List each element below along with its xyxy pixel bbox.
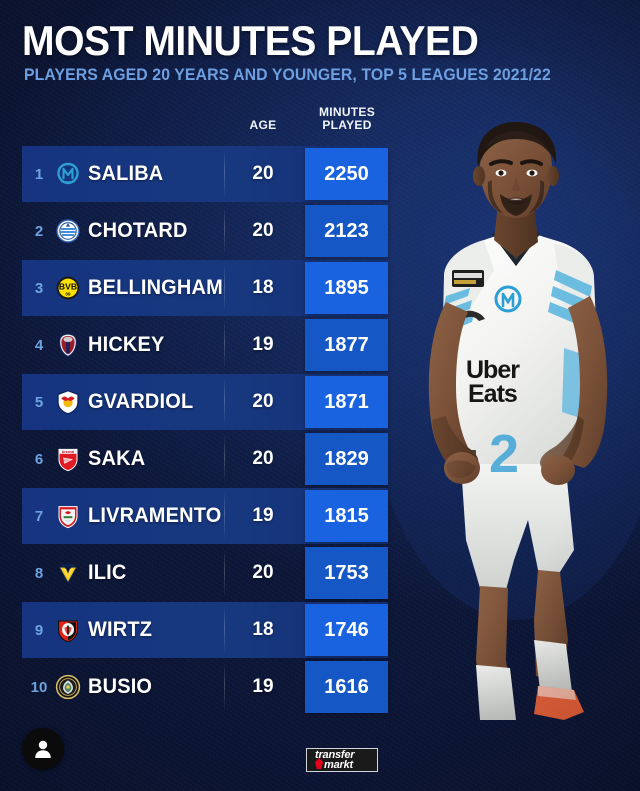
rank-number: 10 [30, 678, 48, 696]
row-divider [224, 207, 225, 255]
arsenal-badge: Arsenal [54, 445, 82, 473]
table-row: 8 ILIC 20 1753 [0, 545, 640, 601]
row-divider [224, 435, 225, 483]
bayer-leverkusen-badge [54, 616, 82, 644]
borussia-dortmund-badge: BVB 09 [54, 274, 82, 302]
minutes-played-value: 1746 [305, 604, 388, 656]
minutes-played-value: 1815 [305, 490, 388, 542]
svg-text:Arsenal: Arsenal [62, 450, 74, 454]
minutes-played-value: 1753 [305, 547, 388, 599]
player-age: 20 [252, 448, 274, 469]
minutes-played-value: 2123 [305, 205, 388, 257]
minutes-played-value: 2250 [305, 148, 388, 200]
page-title: MOST MINUTES PLAYED [22, 17, 479, 64]
table-row: 7 LIVRAMENTO 19 1815 [0, 488, 640, 544]
player-age: 19 [252, 676, 274, 697]
svg-text:2: 2 [489, 424, 519, 484]
rank-number: 2 [34, 222, 44, 240]
player-name: HICKEY [88, 333, 165, 356]
transfermarkt-logo-line1: transfer [315, 749, 355, 761]
player-name: CHOTARD [88, 219, 188, 242]
column-header-minutes-played: MINUTES PLAYED [305, 106, 389, 132]
table-row: 4 HICKEY 19 1877 [0, 317, 640, 373]
svg-text:BVB: BVB [59, 282, 77, 292]
rank-number: 8 [34, 564, 44, 582]
player-age: 20 [252, 562, 274, 583]
bologna-badge [54, 331, 82, 359]
transfermarkt-logo-line2: markt [324, 759, 353, 771]
player-age: 20 [252, 391, 274, 412]
transfermarkt-mark-icon [315, 758, 323, 769]
rank-number: 3 [34, 279, 44, 297]
column-header-minutes-line1: MINUTES [318, 105, 376, 119]
minutes-played-value: 1895 [305, 262, 388, 314]
player-name: LIVRAMENTO [88, 504, 222, 527]
person-avatar-icon[interactable] [22, 728, 64, 770]
column-header-age: AGE [249, 118, 277, 132]
montpellier-badge [54, 217, 82, 245]
row-divider [224, 549, 225, 597]
svg-text:Eats: Eats [468, 380, 517, 408]
table-row: 1 SALIBA 20 2250 [0, 146, 640, 202]
player-age: 20 [252, 163, 274, 184]
row-divider [224, 492, 225, 540]
row-divider [224, 663, 225, 711]
player-age: 19 [252, 505, 274, 526]
row-divider [224, 606, 225, 654]
rb-leipzig-badge [54, 388, 82, 416]
table-row: 10 BUSIO 19 1616 [0, 659, 640, 715]
minutes-played-value: 1877 [305, 319, 388, 371]
svg-text:09: 09 [66, 291, 71, 296]
player-name: WIRTZ [88, 618, 153, 641]
transfermarkt-logo[interactable]: transfer markt [306, 748, 378, 772]
minutes-played-value: 1829 [305, 433, 388, 485]
minutes-played-value: 1871 [305, 376, 388, 428]
player-name: BUSIO [88, 675, 153, 698]
player-age: 20 [252, 220, 274, 241]
row-divider [224, 378, 225, 426]
rank-number: 4 [34, 336, 44, 354]
olympique-marseille-badge [54, 160, 82, 188]
southampton-badge [54, 502, 82, 530]
rank-number: 5 [34, 393, 44, 411]
player-name: GVARDIOL [88, 390, 194, 413]
person-glyph [35, 740, 51, 758]
table-row: 5 GVARDIOL 20 1871 [0, 374, 640, 430]
player-name: BELLINGHAM [88, 276, 223, 299]
ranking-table: 1 SALIBA 20 2250 2 CHOTARD 20 2123 3 BVB 09 BELLING… [0, 146, 640, 716]
player-name: SALIBA [88, 162, 164, 185]
minutes-played-value: 1616 [305, 661, 388, 713]
row-divider [224, 150, 225, 198]
rank-number: 6 [34, 450, 44, 468]
rank-number: 9 [34, 621, 44, 639]
svg-text:Uber: Uber [466, 356, 520, 384]
row-divider [224, 264, 225, 312]
row-divider [224, 321, 225, 369]
player-photo-saliba: Uber Eats 2 [388, 120, 640, 720]
table-row: 6 Arsenal SAKA 20 1829 [0, 431, 640, 487]
rank-number: 1 [34, 165, 44, 183]
player-age: 18 [252, 619, 274, 640]
venezia-badge [54, 673, 82, 701]
hellas-verona-badge [54, 559, 82, 587]
player-name: SAKA [88, 447, 146, 470]
column-header-minutes-line2: PLAYED [322, 118, 372, 132]
table-row: 9 WIRTZ 18 1746 [0, 602, 640, 658]
table-row: 2 CHOTARD 20 2123 [0, 203, 640, 259]
player-age: 18 [252, 277, 274, 298]
page-subtitle: PLAYERS AGED 20 YEARS AND YOUNGER, TOP 5… [24, 65, 551, 84]
rank-number: 7 [34, 507, 44, 525]
table-row: 3 BVB 09 BELLINGHAM 18 1895 [0, 260, 640, 316]
player-age: 19 [252, 334, 274, 355]
player-name: ILIC [88, 561, 127, 584]
